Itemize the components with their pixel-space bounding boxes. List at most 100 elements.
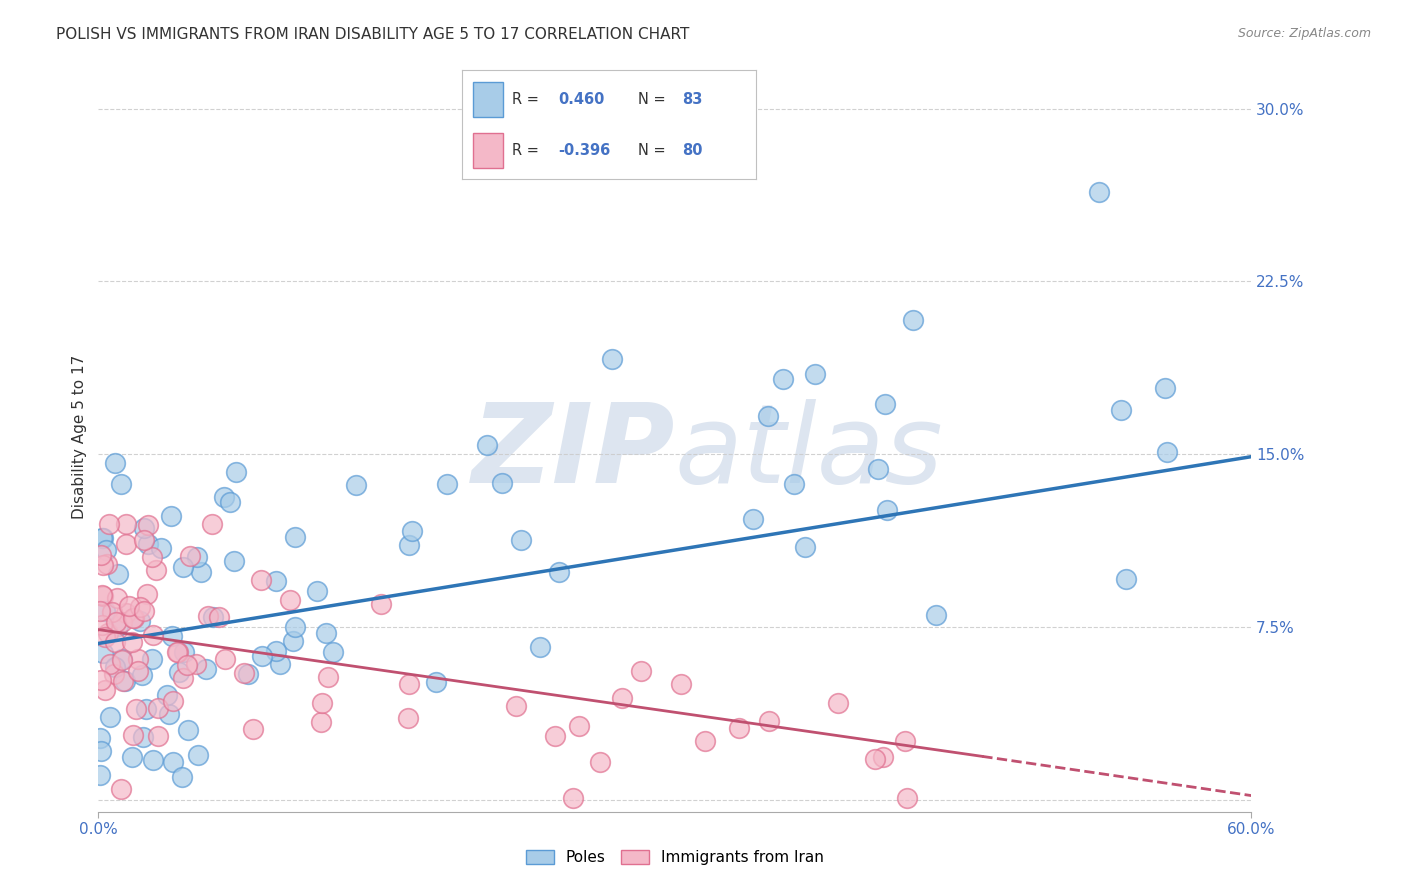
Point <box>132 604 155 618</box>
Point <box>142 628 165 642</box>
Point <box>96 626 118 640</box>
Point <box>104 615 127 630</box>
Point <box>122 611 145 625</box>
Point <box>903 313 925 327</box>
Text: POLISH VS IMMIGRANTS FROM IRAN DISABILITY AGE 5 TO 17 CORRELATION CHART: POLISH VS IMMIGRANTS FROM IRAN DISABILIT… <box>56 27 689 42</box>
Point <box>184 657 207 671</box>
Text: ZIP: ZIP <box>471 399 675 506</box>
Point <box>177 723 200 738</box>
Point <box>127 664 149 678</box>
Point <box>91 646 114 660</box>
Point <box>669 676 692 690</box>
Point <box>110 782 132 797</box>
Point <box>107 619 129 633</box>
Point <box>197 609 219 624</box>
Point <box>91 618 114 632</box>
Point <box>132 533 155 547</box>
Point <box>269 657 291 671</box>
Point <box>316 670 339 684</box>
Text: Source: ZipAtlas.com: Source: ZipAtlas.com <box>1237 27 1371 40</box>
Point <box>284 620 307 634</box>
Point <box>401 524 423 538</box>
Point <box>105 591 128 605</box>
Point <box>250 648 273 663</box>
Point <box>166 645 188 659</box>
Point <box>600 352 623 367</box>
Point <box>868 462 890 476</box>
Point <box>187 747 209 762</box>
Point <box>125 702 148 716</box>
Point <box>145 563 167 577</box>
Point <box>160 629 183 643</box>
Point <box>114 537 136 551</box>
Point <box>425 675 447 690</box>
Point <box>758 714 780 728</box>
Point <box>160 508 183 523</box>
Point <box>91 531 114 545</box>
Point <box>173 645 195 659</box>
Point <box>89 768 111 782</box>
Point <box>322 645 344 659</box>
Point <box>195 662 218 676</box>
Point <box>396 711 419 725</box>
Point <box>242 722 264 736</box>
Point <box>114 673 136 688</box>
Point <box>529 640 551 654</box>
Point <box>925 607 948 622</box>
Point <box>307 584 329 599</box>
Point <box>94 630 117 644</box>
Point <box>162 694 184 708</box>
Point <box>284 529 307 543</box>
Point <box>115 606 138 620</box>
Point <box>91 590 114 604</box>
Point <box>90 548 112 562</box>
Point <box>190 565 212 579</box>
Point <box>264 574 287 588</box>
Point <box>315 626 337 640</box>
Point <box>118 599 141 614</box>
Point <box>136 518 159 533</box>
Point <box>249 573 271 587</box>
Point <box>104 457 127 471</box>
Point <box>543 729 565 743</box>
Point <box>1109 402 1132 417</box>
Point <box>157 706 180 721</box>
Point <box>630 665 652 679</box>
Point <box>370 597 392 611</box>
Point <box>398 677 420 691</box>
Point <box>122 728 145 742</box>
Point <box>104 659 127 673</box>
Point <box>894 734 917 748</box>
Point <box>156 688 179 702</box>
Point <box>162 756 184 770</box>
Legend: Poles, Immigrants from Iran: Poles, Immigrants from Iran <box>520 844 830 871</box>
Point <box>172 671 194 685</box>
Point <box>135 702 157 716</box>
Point <box>121 635 143 649</box>
Point <box>131 668 153 682</box>
Point <box>804 368 827 382</box>
Point <box>96 557 118 571</box>
Point <box>90 588 112 602</box>
Point <box>1153 381 1175 395</box>
Point <box>172 560 194 574</box>
Point <box>127 651 149 665</box>
Point <box>176 657 198 672</box>
Point <box>562 790 585 805</box>
Point <box>278 593 301 607</box>
Text: atlas: atlas <box>675 399 943 506</box>
Point <box>232 665 254 680</box>
Point <box>91 558 114 572</box>
Point <box>872 750 894 764</box>
Point <box>772 372 794 386</box>
Point <box>179 549 201 563</box>
Point <box>548 565 571 579</box>
Point <box>134 521 156 535</box>
Point <box>142 753 165 767</box>
Point <box>875 397 897 411</box>
Point <box>214 651 236 665</box>
Point <box>94 542 117 557</box>
Point <box>281 634 304 648</box>
Point <box>121 749 143 764</box>
Point <box>727 721 749 735</box>
